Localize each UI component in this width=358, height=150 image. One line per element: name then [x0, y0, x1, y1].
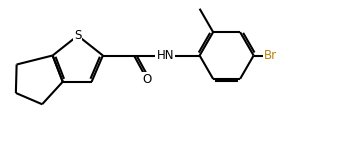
Text: Br: Br: [264, 49, 277, 62]
Text: S: S: [74, 29, 81, 42]
Text: O: O: [142, 73, 152, 86]
Text: HN: HN: [156, 49, 174, 62]
